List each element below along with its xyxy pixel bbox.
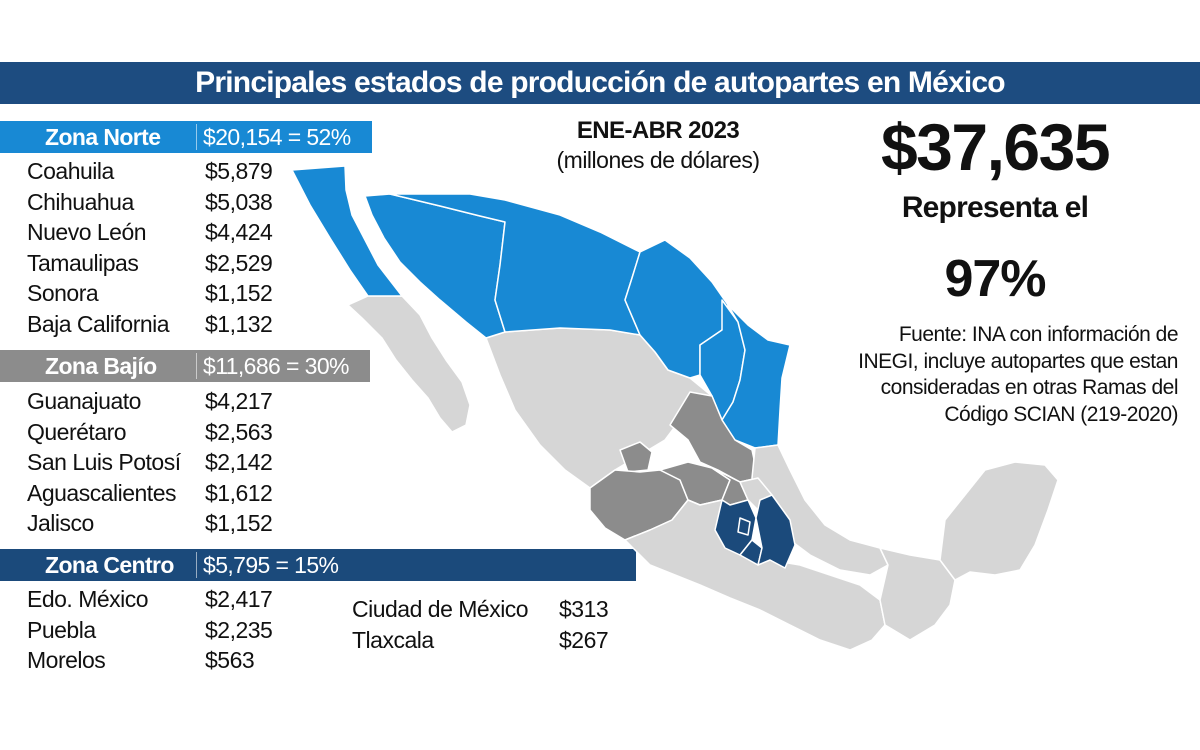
state-value: $1,152 [205, 280, 273, 306]
source-line: Fuente: INA con información de [898, 323, 1179, 346]
zone-bajio-divider [196, 353, 197, 379]
page-title: Principales estados de producción de aut… [0, 62, 1200, 104]
state-name: Sonora [27, 280, 99, 306]
state-value: $313 [559, 596, 609, 622]
period-box: ENE-ABR 2023 (millones de dólares) [540, 116, 776, 174]
state-value: $1,132 [205, 310, 273, 337]
state-value: $2,563 [205, 418, 273, 445]
state-value: $2,417 [205, 586, 273, 612]
zone-norte-total: $20,154 = 52% [203, 124, 351, 150]
source-note: Fuente: INA con información de INEGI, in… [830, 322, 1178, 428]
state-name: Coahuila [27, 158, 114, 184]
state-name: Ciudad de México [352, 596, 529, 622]
state-value: $1,152 [205, 510, 273, 536]
source-line: Código SCIAN (219-2020) [944, 402, 1178, 426]
state-name: Aguascalientes [27, 479, 177, 506]
zone-centro-divider [196, 552, 197, 578]
state-value: $2,529 [205, 249, 273, 276]
share-value: 97% [944, 250, 1046, 308]
source-line: INEGI, incluye autopartes que estan [858, 349, 1178, 373]
region-chihuahua [389, 193, 641, 336]
zone-centro-name: Zona Centro [45, 552, 174, 578]
period-unit: (millones de dólares) [556, 147, 760, 173]
zone-norte-divider [196, 124, 197, 150]
total-value: $37,635 [880, 110, 1111, 184]
region-puebla [755, 494, 796, 569]
summary-box: $37,635 Representa el 97% [870, 110, 1120, 310]
zone-bajio-name: Zona Bajío [45, 353, 157, 379]
zone-centro-header: Zona Centro $5,795 = 15% [0, 549, 636, 581]
zone-norte-name: Zona Norte [45, 124, 161, 150]
region-baja-california-sur [347, 295, 471, 433]
state-name: Tamaulipas [27, 249, 139, 276]
state-value: $4,424 [205, 219, 273, 245]
period-label: ENE-ABR 2023 [576, 117, 740, 144]
state-name: Chihuahua [27, 188, 134, 215]
region-ciudad-de-mexico [737, 517, 751, 536]
source-line: consideradas en otras Ramas del [880, 376, 1179, 399]
state-name: Querétaro [27, 418, 127, 445]
state-value: $2,235 [205, 616, 273, 643]
zone-bajio-total: $11,686 = 30% [203, 353, 349, 379]
mexico-map [291, 165, 1059, 651]
zone-centro-total: $5,795 = 15% [203, 552, 339, 578]
state-name: Baja California [27, 310, 170, 337]
state-name: San Luis Potosí [27, 449, 181, 475]
state-name: Nuevo León [27, 219, 147, 245]
state-value: $1,612 [205, 479, 273, 506]
region-chiapas [879, 547, 956, 641]
region-yucatan-peninsula [939, 461, 1059, 581]
region-aguascalientes [619, 441, 653, 473]
state-value: $2,142 [205, 449, 273, 475]
represents-label: Representa el [901, 191, 1089, 224]
state-name: Edo. México [27, 586, 149, 612]
state-value: $5,879 [205, 158, 273, 184]
state-name: Tlaxcala [352, 626, 434, 653]
region-south-other [624, 499, 886, 651]
zone-bajio-header: Zona Bajío $11,686 = 30% [0, 350, 370, 382]
state-value: $4,217 [205, 388, 273, 414]
state-name: Puebla [27, 616, 96, 643]
state-name: Guanajuato [27, 388, 141, 414]
state-value: $563 [205, 647, 255, 673]
region-baja-california [291, 165, 403, 297]
zone-norte-header: Zona Norte $20,154 = 52% [0, 121, 372, 153]
state-name: Jalisco [27, 510, 94, 536]
state-value: $267 [559, 626, 609, 653]
state-name: Morelos [27, 647, 106, 673]
state-value: $5,038 [205, 188, 273, 215]
